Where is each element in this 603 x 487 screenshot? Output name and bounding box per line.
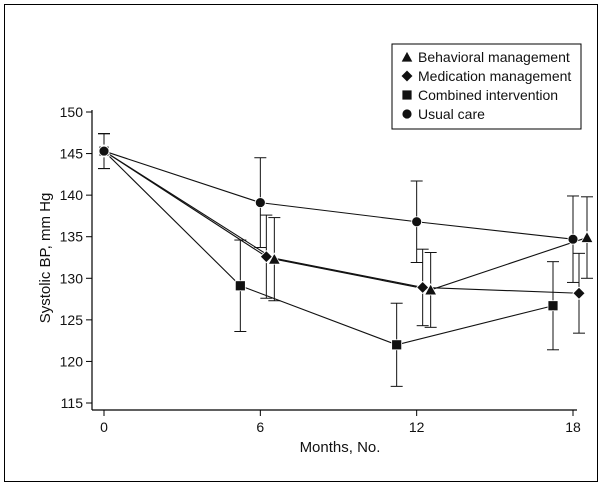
y-tick-label: 115 [61,395,84,411]
legend-label: Behavioral management [418,49,570,65]
data-point-square [234,280,246,292]
data-point-square [547,300,559,312]
series-points [97,144,594,351]
y-tick-label: 145 [60,146,84,162]
data-point-triangle [580,230,594,243]
y-tick-label: 120 [60,353,84,369]
y-tick-label: 150 [60,104,84,120]
legend-circle-icon [401,108,413,120]
legend-label: Usual care [418,106,485,122]
series-lines [103,150,588,346]
data-point-circle [411,216,423,228]
x-tick-label: 12 [409,419,425,435]
legend-triangle-icon [400,50,414,63]
legend-diamond-icon [400,69,414,83]
y-axis-label: Systolic BP, mm Hg [37,193,54,324]
y-tick-label: 140 [60,187,84,203]
legend-square-icon [401,89,413,101]
legend: Behavioral management Medication manageme… [391,43,582,130]
legend-label: Medication management [418,68,571,84]
data-point-diamond [572,286,586,300]
y-tick-label: 125 [60,312,84,328]
data-point-circle [98,145,110,157]
series-line [103,150,580,294]
data-point-triangle [423,283,438,296]
legend-box [391,43,582,130]
chart-frame [4,4,598,482]
x-tick-label: 0 [100,419,108,435]
data-point-diamond [416,280,430,294]
data-point-circle [254,197,266,209]
x-axis-label: Months, No. [300,439,381,456]
x-tick-label: 18 [565,419,581,435]
series-line [103,150,574,240]
legend-label: Combined intervention [418,87,558,103]
x-tick-label: 6 [256,419,264,435]
axes: 115 120 125 130 135 140 145 150 0 6 12 18 [60,104,581,435]
data-point-square [391,339,403,351]
data-point-triangle [267,252,282,265]
plot-area [97,133,594,387]
y-tick-label: 135 [60,229,84,245]
data-point-circle [567,233,579,245]
series-line [103,150,554,346]
series-line [103,150,588,291]
y-tick-label: 130 [60,270,84,286]
data-point-diamond [259,250,273,264]
